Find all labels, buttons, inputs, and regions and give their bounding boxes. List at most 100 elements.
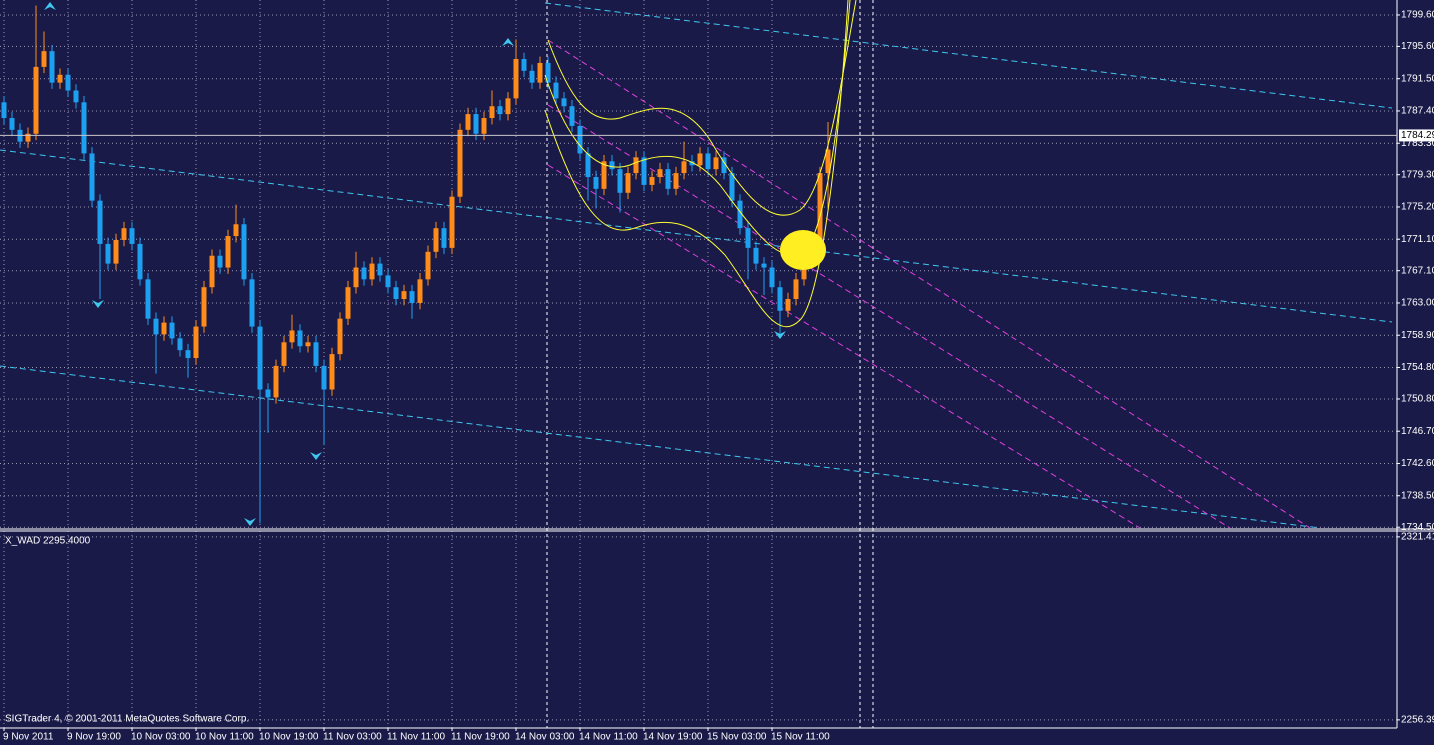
candle-body [553, 82, 559, 99]
y-tick-label: 1734.50 [1401, 522, 1434, 533]
y-tick-label: 1787.40 [1401, 106, 1434, 117]
candle-body [489, 106, 495, 119]
candle-body [385, 275, 391, 288]
candle-body [753, 247, 759, 264]
candle-body [281, 342, 287, 366]
channel-line [547, 39, 1311, 529]
y-tick-label: 1750.80 [1401, 394, 1434, 405]
candle-body [641, 157, 647, 185]
fractal-down [92, 300, 104, 308]
trend-lines [0, 2, 1393, 529]
x-tick-label: 11 Nov 11:00 [387, 732, 445, 743]
candle-body [657, 169, 663, 178]
candle-body [153, 318, 159, 335]
y-tick-label: 1791.50 [1401, 73, 1434, 84]
y-tick-label: 2321.41 [1401, 532, 1434, 543]
x-tick-label: 14 Nov 03:00 [515, 732, 575, 743]
trend-line [0, 149, 1393, 323]
candle-body [705, 153, 711, 170]
candle-body [233, 224, 239, 237]
x-tick-label: 15 Nov 11:00 [771, 732, 830, 743]
candle-body [593, 177, 599, 189]
candle-body [505, 98, 511, 115]
candle-body [313, 342, 319, 366]
candle-body [561, 98, 567, 107]
curve-upper [547, 0, 857, 216]
separators [546, 0, 874, 728]
fractal-down [244, 518, 256, 526]
candle-body [345, 287, 351, 319]
candle-body [513, 59, 519, 99]
indicator-title: X_WAD 2295.4000 [5, 536, 91, 547]
candle-body [537, 62, 543, 83]
candle-body [1, 102, 7, 119]
candle-body [441, 228, 447, 248]
candle-body [377, 263, 383, 276]
candle-body [217, 255, 223, 268]
candle-body [673, 173, 679, 189]
candle-body [665, 169, 671, 189]
candle-body [353, 267, 359, 288]
y-tick-label: 1738.50 [1401, 490, 1434, 501]
candle-body [201, 287, 207, 327]
price-axis-area [1397, 0, 1434, 745]
copyright: SIGTrader 4, © 2001-2011 MetaQuotes Soft… [5, 714, 249, 725]
candle-body [145, 279, 151, 319]
candle-body [625, 173, 631, 193]
candle-body [185, 350, 191, 359]
candle-body [609, 161, 615, 170]
current-price-label: 1784.29 [1401, 130, 1434, 141]
fractal-arrows [44, 2, 786, 526]
candle-body [777, 287, 783, 311]
y-tick-label: 1779.30 [1401, 169, 1434, 180]
candle-body [209, 255, 215, 288]
candle-body [129, 228, 135, 244]
x-tick-label: 10 Nov 03:00 [131, 732, 191, 743]
fractal-up [502, 38, 514, 46]
candle-body [273, 365, 279, 398]
candle-body [713, 157, 719, 170]
candle-body [65, 74, 71, 91]
candle-body [497, 106, 503, 115]
candle-body [121, 228, 127, 240]
y-tick-label: 1771.10 [1401, 234, 1434, 245]
y-tick-label: 1767.10 [1401, 265, 1434, 276]
candle-body [457, 129, 463, 197]
candle-body [297, 330, 303, 347]
candle-body [369, 263, 375, 280]
signal-circle [780, 230, 826, 270]
candle-body [33, 66, 39, 134]
candle-body [113, 240, 119, 264]
candle-body [401, 291, 407, 300]
y-tick-label: 1783.30 [1401, 138, 1434, 149]
candle-body [241, 224, 247, 280]
candle-body [321, 365, 327, 390]
candle-body [409, 291, 415, 303]
candle-body [793, 279, 799, 300]
candle-body [473, 114, 479, 134]
x-tick-label: 15 Nov 03:00 [707, 732, 767, 743]
x-tick-label: 9 Nov 2011 [3, 732, 54, 743]
candle-body [105, 243, 111, 264]
y-tick-label: 1775.20 [1401, 202, 1434, 213]
y-tick-label: 1746.70 [1401, 426, 1434, 437]
fractal-down [774, 331, 786, 339]
fractal-up [44, 2, 56, 10]
candle-body [41, 51, 47, 67]
candle-body [761, 263, 767, 268]
candle-body [633, 157, 639, 174]
y-tick-label: 1758.90 [1401, 330, 1434, 341]
candle-body [825, 149, 831, 174]
candle-body [649, 177, 655, 185]
polynomial-curves [544, 0, 857, 328]
candle-body [161, 322, 167, 335]
y-tick-label: 1742.60 [1401, 458, 1434, 469]
candle-body [745, 228, 751, 248]
y-tick-label: 1795.60 [1401, 41, 1434, 52]
curve-lower [544, 0, 849, 328]
candle-body [9, 118, 15, 130]
x-tick-label: 9 Nov 19:00 [67, 732, 121, 743]
candle-body [681, 161, 687, 174]
candle-body [193, 326, 199, 359]
